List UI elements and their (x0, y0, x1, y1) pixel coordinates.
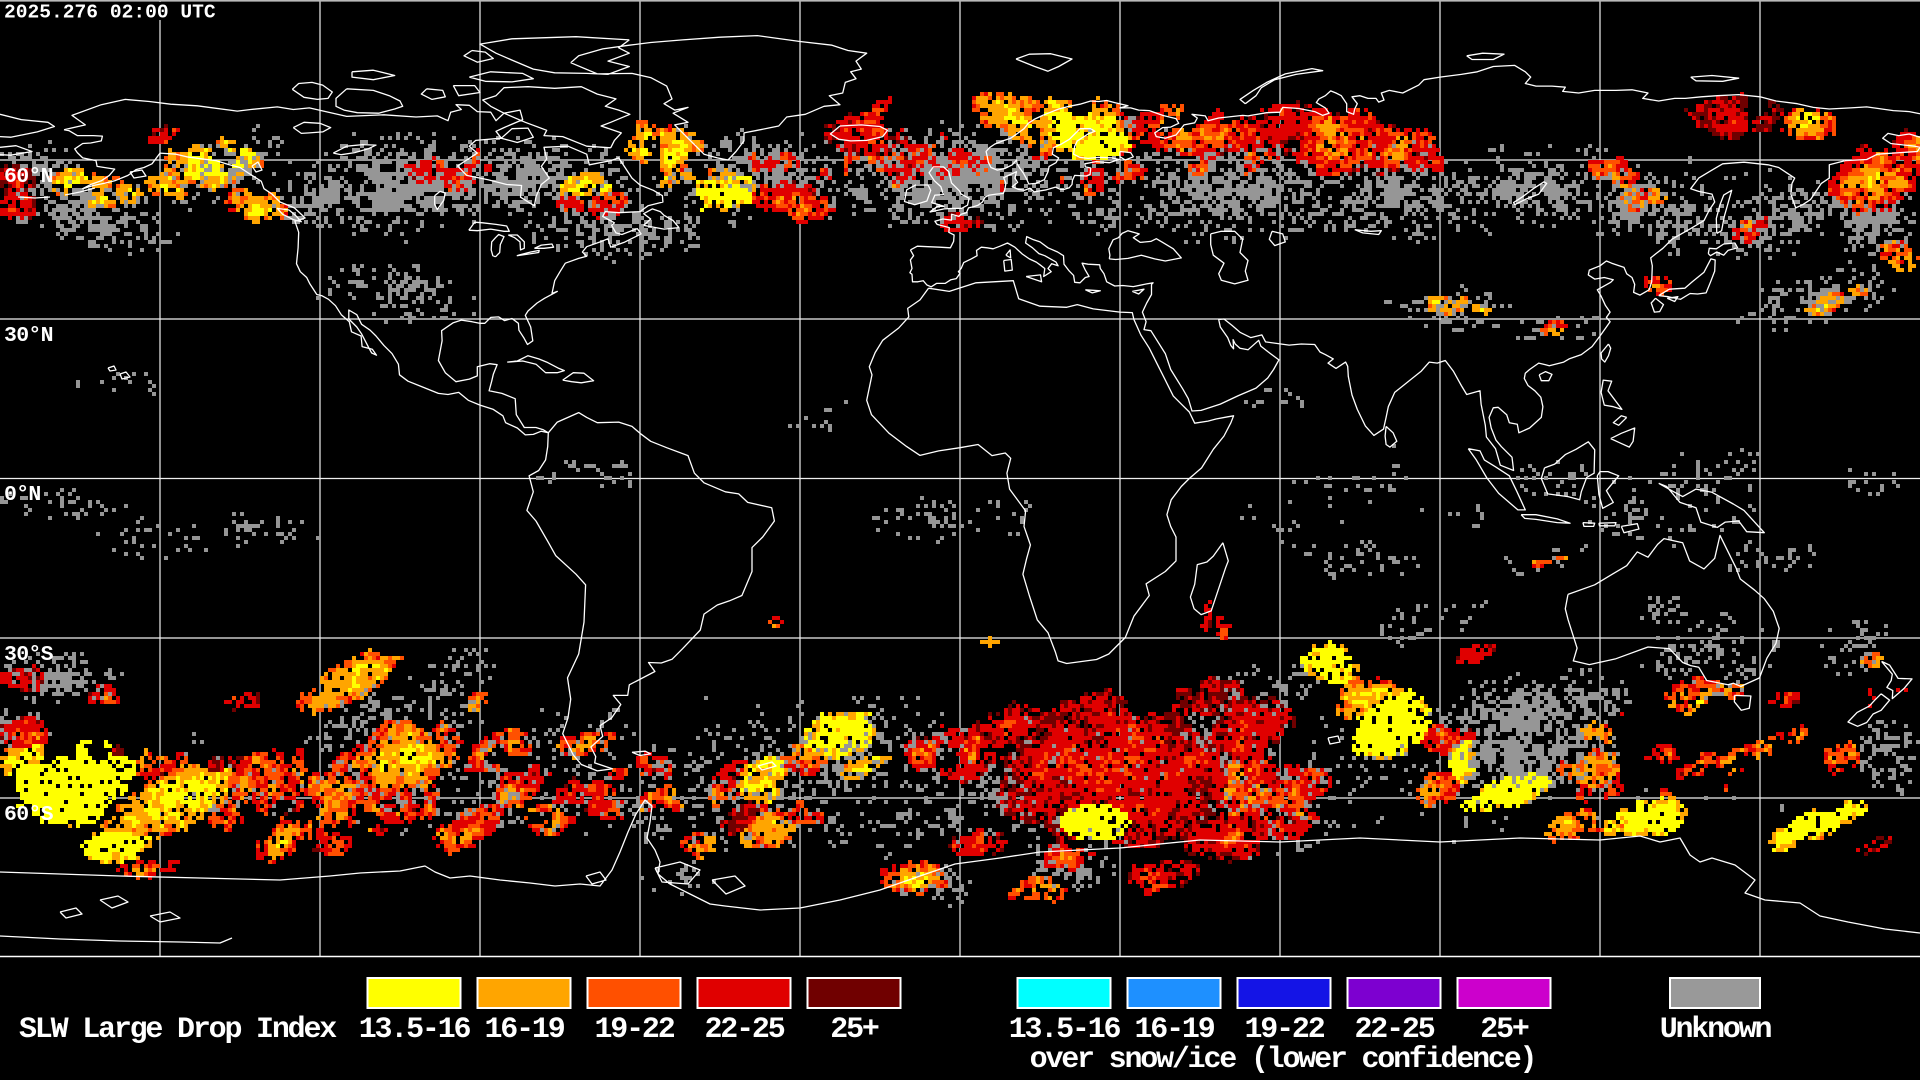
svg-text:13.5-16: 13.5-16 (359, 1013, 471, 1047)
svg-text:SLW Large Drop Index: SLW Large Drop Index (19, 1013, 337, 1047)
svg-text:over snow/ice (lower confidenc: over snow/ice (lower confidence) (1030, 1043, 1536, 1077)
svg-text:22-25: 22-25 (704, 1013, 784, 1047)
svg-text:0°N: 0°N (4, 483, 41, 507)
svg-text:19-22: 19-22 (594, 1013, 674, 1047)
svg-text:30°N: 30°N (4, 324, 53, 348)
svg-text:60°N: 60°N (4, 165, 53, 189)
svg-text:19-22: 19-22 (1244, 1013, 1324, 1047)
svg-text:2025.276 02:00 UTC: 2025.276 02:00 UTC (4, 2, 216, 24)
svg-text:25+: 25+ (1480, 1013, 1529, 1047)
svg-text:13.5-16: 13.5-16 (1009, 1013, 1121, 1047)
svg-text:Unknown: Unknown (1660, 1013, 1772, 1047)
svg-text:16-19: 16-19 (484, 1013, 564, 1047)
svg-text:16-19: 16-19 (1134, 1013, 1214, 1047)
svg-text:22-25: 22-25 (1354, 1013, 1434, 1047)
svg-text:30°S: 30°S (4, 643, 54, 667)
svg-text:60°S: 60°S (4, 803, 54, 827)
svg-text:25+: 25+ (830, 1013, 879, 1047)
